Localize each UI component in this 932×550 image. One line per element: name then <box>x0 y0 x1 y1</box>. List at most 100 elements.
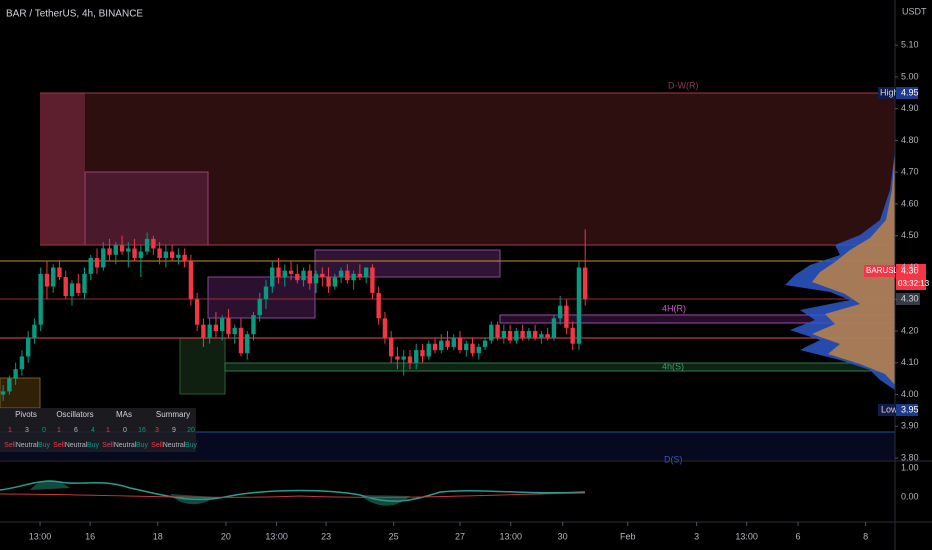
x-tick-label: 3 <box>694 531 699 541</box>
zone <box>40 93 895 245</box>
rating-column: Neutral <box>163 442 186 449</box>
rating-value: 0 <box>123 427 127 434</box>
zone <box>0 377 41 409</box>
zone <box>224 362 896 372</box>
candle-body <box>382 318 388 338</box>
candle-body <box>307 270 312 284</box>
candle-body <box>69 283 75 297</box>
candle-body <box>213 324 219 332</box>
candle-body <box>420 350 425 357</box>
candle-body <box>138 251 144 258</box>
candle-body <box>313 273 319 284</box>
candle-body <box>501 331 507 338</box>
candle-body <box>345 270 350 281</box>
candle-body <box>557 305 563 319</box>
rating-value: 9 <box>172 427 176 434</box>
candle-body <box>194 299 200 325</box>
candle-body <box>201 324 206 338</box>
candle-body <box>19 356 25 370</box>
candle-body <box>132 248 137 258</box>
candle-body <box>94 257 100 268</box>
candle-body <box>376 292 381 319</box>
candle-body <box>414 350 419 363</box>
osc-tick-label: 0.00 <box>901 491 919 501</box>
countdown: 03:32:13 <box>898 279 930 288</box>
candle-body <box>495 324 500 338</box>
candle-body <box>107 248 112 255</box>
rating-value: 6 <box>74 427 78 434</box>
ratings-table <box>0 408 196 452</box>
candle-body <box>370 267 375 293</box>
y-tick-label: 3.90 <box>901 421 919 431</box>
candle-body <box>232 327 237 335</box>
candle-body <box>188 261 194 300</box>
level-label: 4h(S) <box>662 361 684 371</box>
candle-body <box>470 343 475 354</box>
candle-body <box>82 273 87 293</box>
price: 4.30 <box>901 293 919 303</box>
candle-body <box>326 277 331 287</box>
candle-body <box>407 356 413 363</box>
candle-body <box>295 273 300 281</box>
x-tick-label: 25 <box>389 531 399 541</box>
candle-body <box>395 356 400 360</box>
candle-body <box>439 340 444 351</box>
chart-title: BAR / TetherUS, 4h, BINANCE <box>6 9 143 20</box>
candle-body <box>520 331 525 338</box>
rating-column: Buy <box>136 442 149 449</box>
candle-body <box>564 305 569 328</box>
rating-group: Summary <box>156 410 190 419</box>
rating-group: Oscillators <box>56 410 93 419</box>
oscillator <box>0 479 586 506</box>
x-tick-label: 20 <box>221 531 231 541</box>
candle-body <box>263 286 269 300</box>
candle-body <box>357 273 363 278</box>
candle-body <box>119 245 125 252</box>
candle-body <box>251 315 256 335</box>
candle-body <box>482 340 488 347</box>
candle-body <box>338 270 344 278</box>
rating-value: 1 <box>8 427 12 434</box>
candle-body <box>57 267 62 278</box>
candle-body <box>126 248 131 252</box>
candle-body <box>301 270 306 281</box>
candle-body <box>270 267 275 287</box>
y-tick-label: 4.80 <box>901 135 919 145</box>
x-tick-label: 13:00 <box>29 531 52 541</box>
price-tag <box>896 293 920 305</box>
high-label: High <box>880 87 899 97</box>
rating-group: MAs <box>116 410 132 419</box>
low-value: 3.95 <box>901 404 919 414</box>
candle-body <box>38 273 43 325</box>
rating-column: Sell <box>151 442 163 449</box>
y-tick-label: 4.30 <box>901 294 919 304</box>
ratings: Pivots 1 Sell 3 Neutral 0 Buy Oscillators 1 Sell 6… <box>4 410 197 449</box>
zone <box>84 171 209 246</box>
last-price-tag <box>896 264 926 290</box>
rating-column: Buy <box>38 442 51 449</box>
x-tick-label: 16 <box>85 531 95 541</box>
candle-body <box>432 343 438 351</box>
osc-line <box>0 480 586 502</box>
candle-body <box>363 267 369 278</box>
level-label: D-W(R) <box>668 80 699 90</box>
rating-group: Pivots <box>15 410 37 419</box>
rating-column: Sell <box>4 442 16 449</box>
symbol-tag <box>864 265 895 277</box>
candle-body <box>113 245 118 255</box>
candle-body <box>507 331 513 341</box>
candle-body <box>464 343 469 351</box>
x-tick-label: 13:00 <box>499 531 522 541</box>
rating-value: 4 <box>91 427 95 434</box>
zone <box>40 93 85 245</box>
candle-body <box>426 343 431 357</box>
osc-line <box>0 492 586 498</box>
candle-body <box>545 334 550 338</box>
y-tick-label: 4.00 <box>901 389 919 399</box>
x-tick-label: Feb <box>620 531 636 541</box>
candle-body <box>551 318 557 338</box>
y-tick-label: 4.40 <box>901 262 919 272</box>
candle-body <box>245 334 250 354</box>
candle-body <box>576 267 582 344</box>
